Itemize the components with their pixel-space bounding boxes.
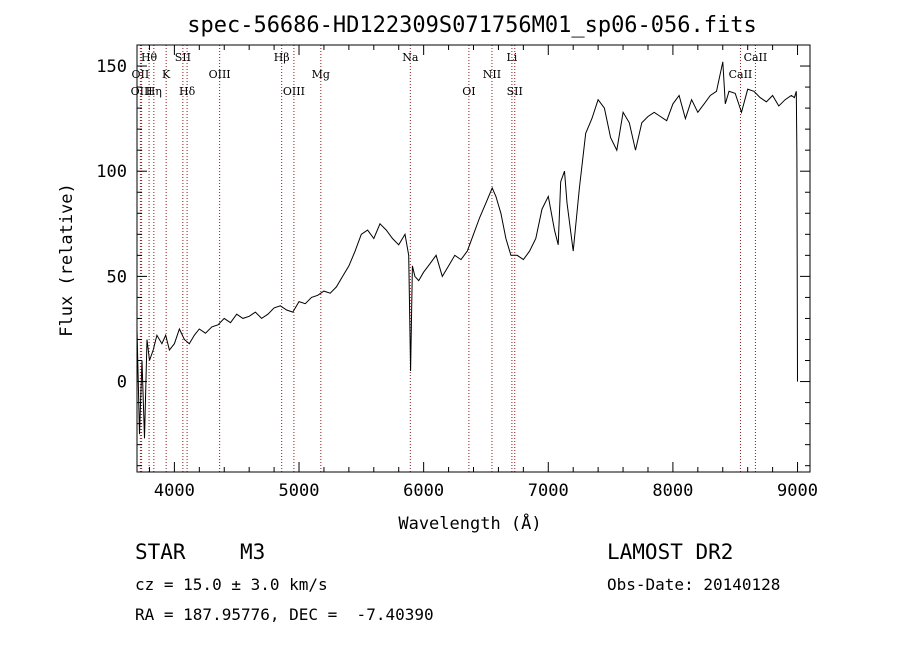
spectral-line-label: OIII: [131, 85, 153, 98]
spectral-line-label: Hθ: [141, 51, 158, 64]
x-axis-label: Wavelength (Å): [398, 512, 541, 534]
spectral-line-label: Hδ: [179, 85, 196, 98]
x-tick-label: 6000: [403, 481, 444, 501]
spectral-line-label: OIII: [283, 85, 305, 98]
x-tick-label: 7000: [528, 481, 569, 501]
spectral-line-label: SII: [175, 51, 191, 64]
y-tick-label: 50: [107, 267, 127, 287]
spectral-line-label: Hβ: [274, 51, 290, 64]
object-class: STAR: [135, 540, 186, 564]
spectral-line-label: CaII: [729, 68, 753, 81]
spectral-lines-layer: HθOIIOIIIHηKSIIHδOIIIHβOIIIMgNaOINIILiSI…: [131, 45, 768, 472]
plot-frame: [136, 44, 811, 473]
y-tick-label: 0: [117, 373, 127, 393]
x-tick-label: 9000: [777, 481, 818, 501]
spectral-line-label: OIII: [209, 68, 231, 81]
x-tick-label: 5000: [279, 481, 320, 501]
y-axis-label: Flux (relative): [57, 183, 77, 337]
spectral-line-label: OI: [462, 85, 475, 98]
series-layer: [136, 61, 798, 439]
spectral-line-label: Mg: [312, 68, 330, 81]
spectral-line-label: OII: [132, 68, 150, 81]
redshift-value: cz = 15.0 ± 3.0 km/s: [135, 575, 328, 594]
x-tick-label: 4000: [154, 481, 195, 501]
chart-title: spec-56686-HD122309S071756M01_sp06-056.f…: [187, 13, 757, 38]
survey-name: LAMOST DR2: [607, 540, 734, 564]
object-subclass: M3: [240, 540, 266, 564]
observation-date: Obs-Date: 20140128: [607, 575, 781, 594]
spectral-line-label: Li: [506, 51, 517, 64]
x-tick-label: 8000: [652, 481, 693, 501]
spectral-line-label: CaII: [744, 51, 768, 64]
spectral-line-label: K: [162, 68, 171, 81]
axes-layer: 4000 5000 6000 7000 8000 9000 0 50 100 150: [96, 44, 818, 501]
spectrum-line: [136, 61, 798, 439]
y-tick-label: 150: [96, 57, 127, 77]
y-tick-label: 100: [96, 162, 127, 182]
spectral-line-label: NII: [483, 68, 501, 81]
spectral-line-label: Na: [402, 51, 419, 64]
coordinates: RA = 187.95776, DEC = -7.40390: [135, 605, 434, 624]
spectral-line-label: SII: [507, 85, 523, 98]
spectral-line-label: Hη: [146, 85, 162, 98]
